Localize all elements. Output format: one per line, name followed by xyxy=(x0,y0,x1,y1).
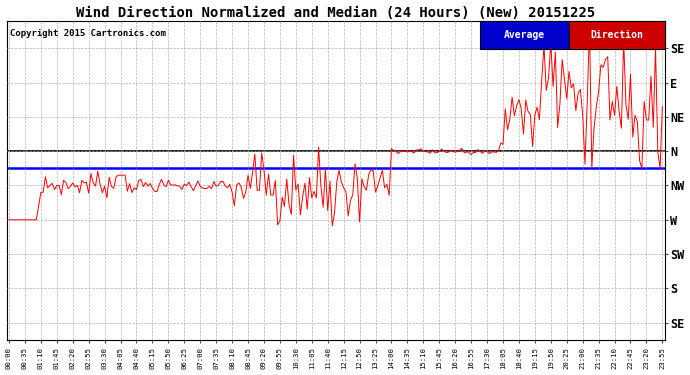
Text: Direction: Direction xyxy=(591,30,643,40)
Text: Copyright 2015 Cartronics.com: Copyright 2015 Cartronics.com xyxy=(10,29,166,38)
FancyBboxPatch shape xyxy=(569,21,664,50)
Text: Average: Average xyxy=(504,30,545,40)
FancyBboxPatch shape xyxy=(480,21,569,50)
Title: Wind Direction Normalized and Median (24 Hours) (New) 20151225: Wind Direction Normalized and Median (24… xyxy=(76,6,595,20)
